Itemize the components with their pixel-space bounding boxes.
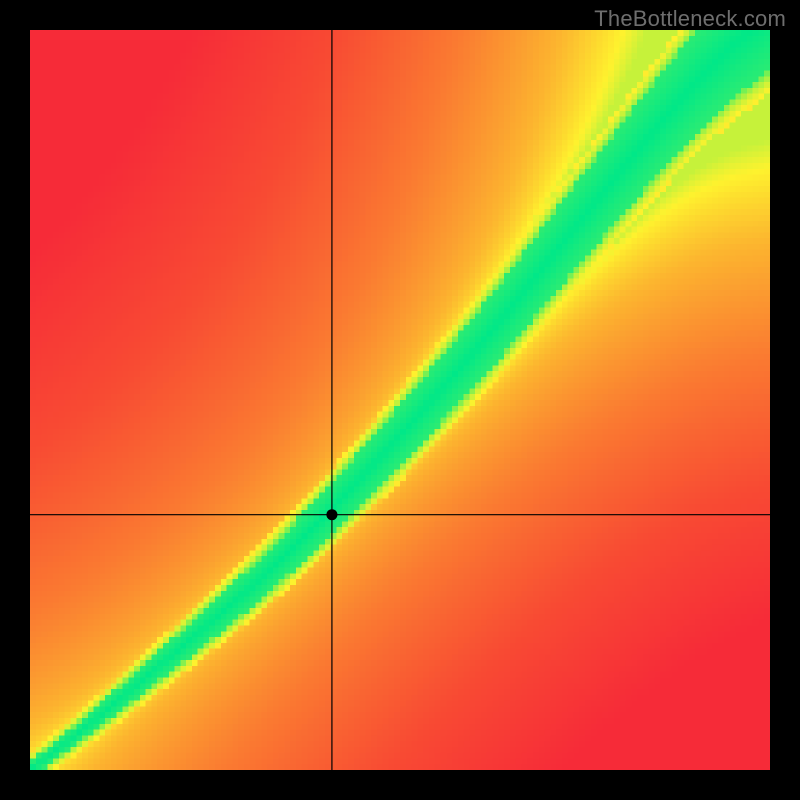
heatmap-plot — [30, 30, 770, 770]
watermark-text: TheBottleneck.com — [594, 6, 786, 32]
heatmap-canvas — [30, 30, 770, 770]
